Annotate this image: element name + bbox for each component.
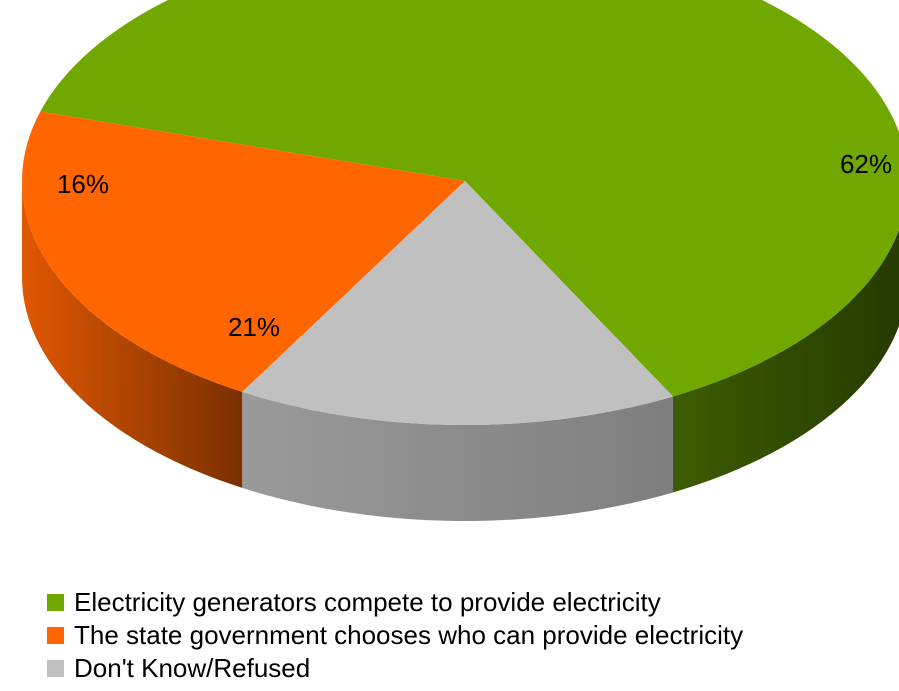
pie-side-layer — [22, 181, 899, 521]
slice-label-generators-compete: 62% — [840, 149, 892, 179]
pie-slice-generators-compete — [40, 0, 899, 397]
legend-swatch-gray — [47, 660, 64, 677]
chart-legend: Electricity generators compete to provid… — [47, 586, 743, 685]
legend-label: Don't Know/Refused — [74, 653, 311, 683]
pie-slice-state-government — [22, 111, 466, 392]
pie-side-dont-know — [242, 391, 673, 521]
pie-slice-dont-know — [242, 181, 673, 425]
legend-label: The state government chooses who can pro… — [74, 620, 744, 650]
slice-label-state-government: 21% — [228, 312, 280, 342]
legend-label: Electricity generators compete to provid… — [74, 587, 661, 617]
legend-item-generators-compete: Electricity generators compete to provid… — [47, 586, 743, 619]
legend-swatch-green — [47, 594, 64, 611]
pie-label-layer: 62% 21% 16% — [57, 149, 892, 342]
legend-item-dont-know: Don't Know/Refused — [47, 652, 743, 685]
pie-side-generators-compete — [672, 229, 899, 493]
pie-top-layer — [22, 0, 899, 425]
legend-swatch-orange — [47, 627, 64, 644]
legend-item-state-government: The state government chooses who can pro… — [47, 619, 743, 652]
slice-label-dont-know: 16% — [57, 169, 109, 199]
pie-side-state-government — [22, 181, 243, 488]
